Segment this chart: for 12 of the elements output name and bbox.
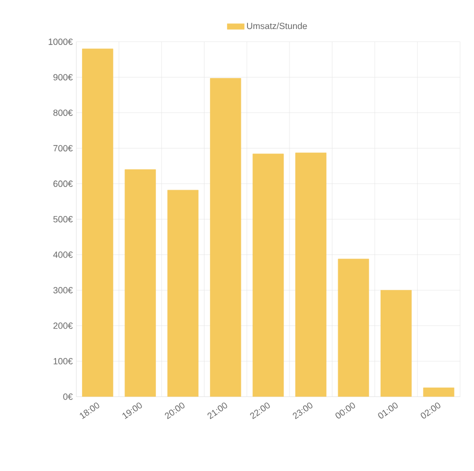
y-tick-label: 400€	[53, 251, 73, 258]
y-tick-label: 300€	[53, 286, 73, 294]
y-tick-label: 900€	[53, 74, 73, 80]
y-tick-label: 700€	[53, 144, 73, 152]
y-tick-label: 100€	[54, 358, 73, 364]
legend-label: Umsatz/Stunde	[247, 22, 307, 29]
y-tick-label: 0€	[63, 393, 73, 400]
y-tick-label: 1000€	[48, 38, 73, 45]
y-tick-label: 600€	[53, 180, 73, 187]
y-tick-label: 200€	[53, 322, 73, 329]
y-tick-label: 500€	[53, 216, 73, 222]
y-tick-label: 800€	[53, 109, 73, 116]
